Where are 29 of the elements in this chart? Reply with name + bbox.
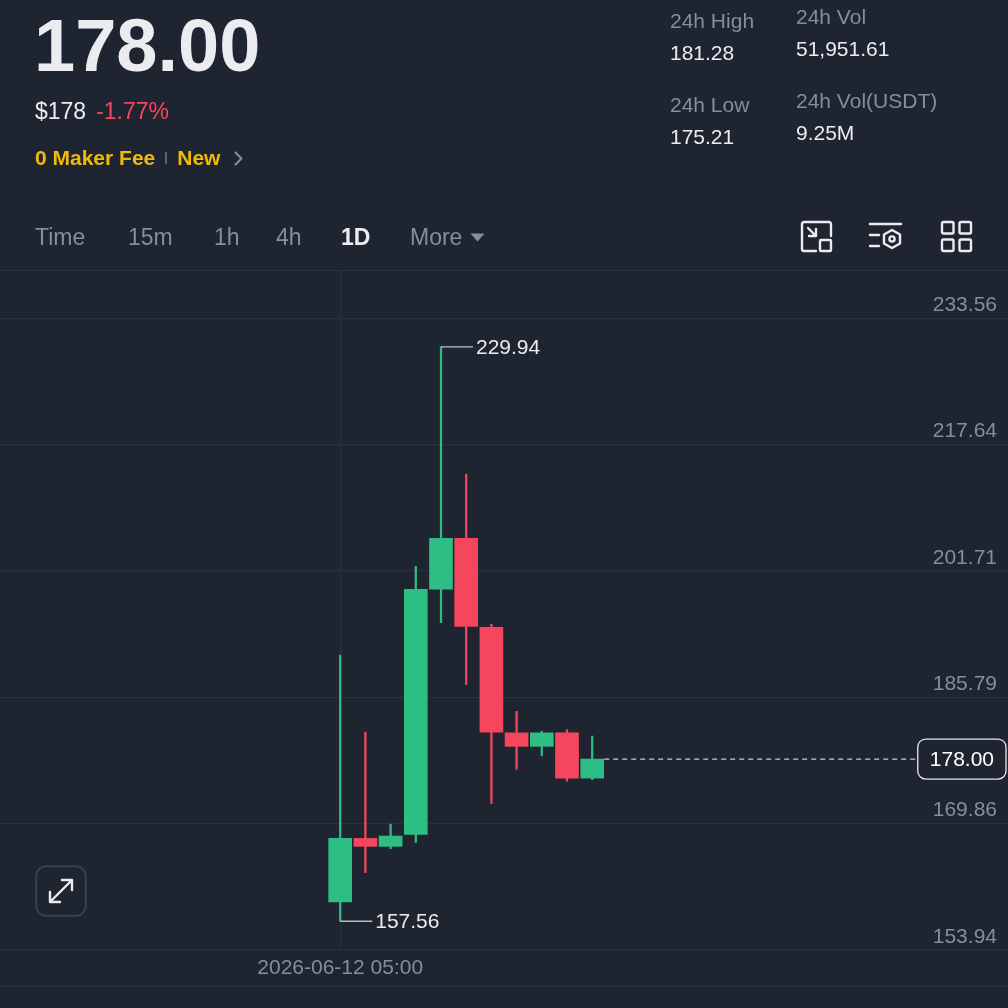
text: New (177, 146, 221, 170)
y-tick-label: 201.71 (932, 544, 997, 568)
y-tick-label: 169.86 (932, 797, 997, 821)
text: 51,951.61 (796, 37, 890, 61)
text: $178 (35, 98, 87, 124)
text: 24h High (670, 9, 755, 33)
y-tick-label: 233.56 (932, 291, 997, 315)
x-tick-label: 2026-06-12 05:00 (257, 955, 424, 979)
text: 1D (341, 224, 371, 250)
text: 4h (276, 224, 302, 250)
text: 175.21 (670, 125, 735, 149)
text: -1.77% (96, 98, 170, 124)
text: 24h Vol (796, 5, 867, 29)
chart-title: 178.00 (34, 4, 261, 88)
y-tick-label: 185.79 (932, 671, 997, 695)
text: 181.28 (670, 41, 735, 65)
text: 1h (214, 224, 240, 250)
text: More (410, 224, 463, 250)
y-tick-label: 153.94 (932, 923, 998, 947)
text: 24h Low (670, 93, 750, 117)
text: 15m (128, 224, 173, 250)
ref-line-label: 178.00 (929, 746, 994, 770)
annotation: 229.94 (476, 334, 541, 358)
text: 24h Vol(USDT) (796, 89, 938, 113)
y-tick-label: 217.64 (932, 418, 998, 442)
text: 9.25M (796, 121, 855, 145)
annotation: 157.56 (375, 909, 440, 933)
text: 0 Maker Fee (35, 146, 156, 170)
text: Time (35, 224, 86, 250)
